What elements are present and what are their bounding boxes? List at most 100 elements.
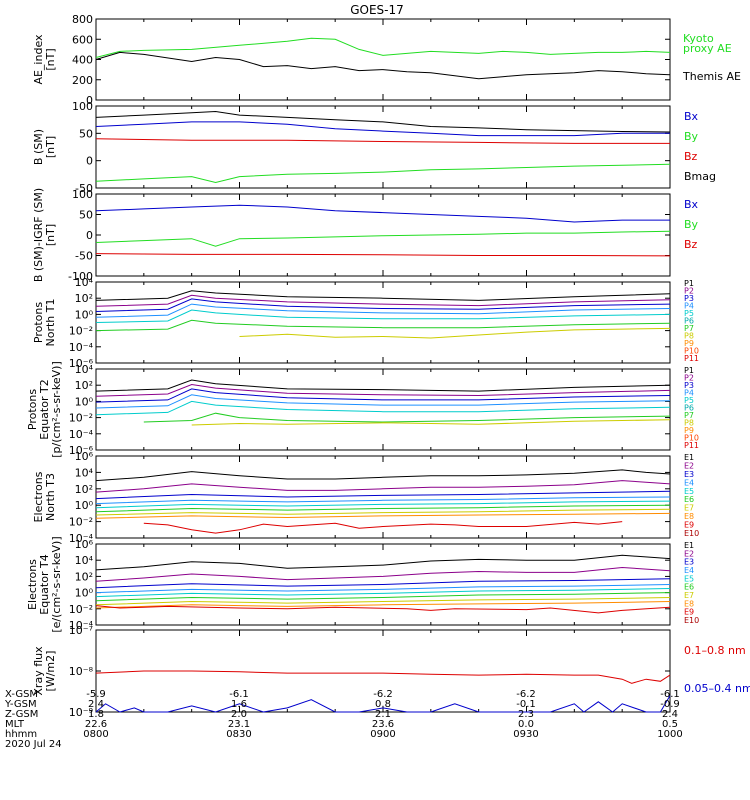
series-line-p3 bbox=[95, 388, 671, 403]
footer-value: -5.9 bbox=[86, 689, 106, 700]
series-line-p2 bbox=[95, 383, 671, 397]
series-line-bz bbox=[95, 253, 671, 257]
plot-title: GOES-17 bbox=[350, 3, 404, 17]
y-axis-label: Electrons bbox=[32, 471, 45, 522]
footer-ephemeris: X-GSM -5.9 -6.1 -6.2 -6.2 -6.1 Y-GSM 2.4 1.6 0.8 -… bbox=[4, 689, 683, 750]
legend-item: P4 bbox=[684, 389, 694, 398]
legend-item: E1 bbox=[684, 541, 694, 550]
legend-item: E1 bbox=[684, 453, 694, 462]
footer-value: -6.1 bbox=[660, 689, 680, 700]
series-line-p7 bbox=[239, 327, 671, 339]
panel-frame bbox=[95, 368, 671, 451]
y-tick-label: -100 bbox=[68, 270, 93, 283]
legend-item: E8 bbox=[684, 599, 694, 608]
y-axis-label: Xray flux bbox=[32, 646, 45, 696]
y-tick-label: 10⁻² bbox=[69, 325, 93, 338]
y-tick-label: 10⁻⁷ bbox=[69, 624, 93, 637]
series-line-p5 bbox=[95, 309, 671, 323]
footer-row-label: hhmm bbox=[5, 729, 37, 740]
legend-item: E7 bbox=[684, 504, 694, 513]
legend-item: E9 bbox=[684, 521, 694, 530]
series-line-e9 bbox=[143, 521, 623, 534]
series-line-p1 bbox=[95, 290, 671, 301]
y-tick-label: 100 bbox=[72, 188, 93, 201]
y-tick-label: 10⁴ bbox=[75, 554, 94, 567]
y-tick-label: 10⁰ bbox=[75, 308, 94, 321]
y-tick-label: 400 bbox=[72, 54, 93, 67]
footer-value: 1.6 bbox=[231, 699, 247, 710]
y-axis-label: North T1 bbox=[44, 299, 57, 347]
footer-value: 0930 bbox=[513, 729, 538, 740]
y-tick-label: 10⁻⁴ bbox=[69, 341, 94, 354]
legend-item: E6 bbox=[684, 495, 694, 504]
legend-item: P2 bbox=[684, 287, 694, 296]
legend-item: P6 bbox=[684, 317, 694, 326]
footer-row-label: MLT bbox=[5, 719, 25, 730]
legend-item: P11 bbox=[684, 354, 699, 363]
series-line-0-1-0-8-nm bbox=[95, 670, 671, 684]
panel-8: 10⁻⁷ 10⁻⁸ 10⁻⁹ Xray flux [W/m2] 0.1–0.8 nm 0.0… bbox=[32, 624, 750, 719]
footer-value: 2.0 bbox=[231, 709, 247, 720]
panel-frame bbox=[95, 193, 671, 277]
y-axis-label: B (SM)-IGRF (SM) bbox=[32, 188, 45, 282]
y-axis-label: [p/(cm²-s-sr-keV)] bbox=[50, 361, 63, 458]
series-line-e1 bbox=[95, 554, 671, 571]
legend-item: P10 bbox=[684, 347, 699, 356]
series-line-themis-ae bbox=[95, 51, 671, 80]
panel-frame bbox=[95, 455, 671, 539]
series-line-0-05-0-4-nm bbox=[95, 695, 671, 713]
y-tick-label: 10² bbox=[75, 570, 93, 583]
footer-value: 23.1 bbox=[228, 719, 250, 730]
y-tick-label: 0 bbox=[86, 155, 93, 168]
legend-item: P6 bbox=[684, 404, 694, 413]
y-tick-label: 600 bbox=[72, 33, 93, 46]
y-tick-label: 10⁴ bbox=[75, 363, 94, 376]
footer-value: 2.4 bbox=[662, 709, 678, 720]
footer-row-label: Z-GSM bbox=[5, 709, 38, 720]
y-tick-label: 10⁻⁹ bbox=[69, 706, 93, 719]
series-line-e8 bbox=[95, 512, 671, 519]
footer-row-label: Y-GSM bbox=[4, 699, 37, 710]
series-line-p6 bbox=[95, 319, 671, 332]
footer-value: 0.8 bbox=[375, 699, 391, 710]
y-axis-label: [nT] bbox=[44, 48, 57, 70]
series-line-e2 bbox=[95, 480, 671, 493]
panel-2: 100 50 0 -50 B (SM) [nT] Bx By Bz Bmag bbox=[32, 100, 716, 195]
series-line-by bbox=[95, 163, 671, 184]
y-tick-label: 0 bbox=[86, 94, 93, 107]
footer-value: 23.6 bbox=[372, 719, 394, 730]
legend-item: Bx bbox=[684, 110, 699, 123]
y-axis-label: AE_index bbox=[32, 34, 45, 85]
y-tick-label: 10⁻⁴ bbox=[69, 428, 94, 441]
footer-value: 2.3 bbox=[518, 709, 534, 720]
y-tick-label: 10⁻² bbox=[69, 516, 93, 529]
series-line-e3 bbox=[95, 490, 671, 500]
footer-value: -6.1 bbox=[229, 689, 249, 700]
footer-value: 0900 bbox=[370, 729, 395, 740]
y-tick-label: 10² bbox=[75, 379, 93, 392]
panel-legend: 0.1–0.8 nm 0.05–0.4 nm bbox=[684, 644, 750, 695]
y-axis-label: Equator T4 bbox=[38, 554, 51, 614]
series-line-by bbox=[95, 230, 671, 247]
y-axis-label: Electrons bbox=[26, 559, 39, 610]
y-tick-label: 800 bbox=[72, 13, 93, 26]
y-axis-label: B (SM) bbox=[32, 129, 45, 165]
footer-value: 0.5 bbox=[662, 719, 678, 730]
y-tick-label: 10⁰ bbox=[75, 499, 94, 512]
footer-value: -6.2 bbox=[516, 689, 536, 700]
y-tick-label: 200 bbox=[72, 74, 93, 87]
y-tick-label: 10⁻⁴ bbox=[69, 619, 94, 632]
series-line-bx bbox=[95, 121, 670, 137]
legend-item: By bbox=[684, 218, 699, 231]
series-line-bx bbox=[95, 204, 670, 223]
series-line-bmag bbox=[95, 110, 671, 133]
legend-item: Bx bbox=[684, 198, 699, 211]
legend-item: E5 bbox=[684, 487, 694, 496]
footer-value: -0.9 bbox=[660, 699, 680, 710]
legend-item: Themis AE bbox=[682, 70, 741, 83]
y-tick-label: 50 bbox=[79, 209, 93, 222]
